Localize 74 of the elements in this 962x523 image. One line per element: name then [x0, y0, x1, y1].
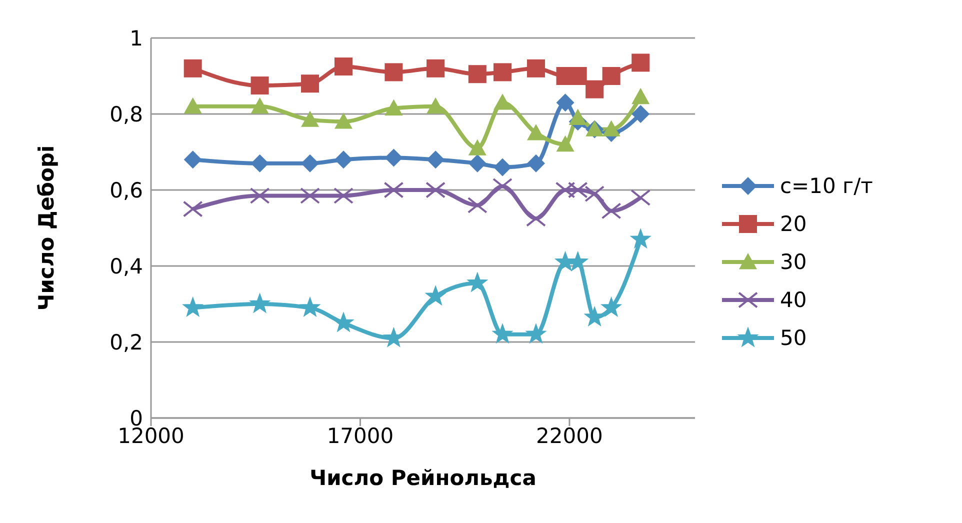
point	[601, 297, 622, 316]
y-tick-label: 0,8	[110, 102, 143, 126]
point	[467, 272, 488, 292]
point	[384, 182, 404, 198]
point	[468, 154, 486, 172]
legend-label: 30	[780, 250, 807, 274]
point	[526, 324, 546, 343]
legend-label: 40	[780, 288, 807, 312]
x-tick-label: 22000	[536, 424, 603, 448]
point	[526, 59, 545, 78]
point	[182, 297, 203, 316]
point	[426, 286, 446, 305]
point	[184, 59, 202, 78]
point	[184, 150, 202, 169]
point	[602, 67, 620, 85]
point	[468, 65, 486, 84]
point	[250, 154, 269, 172]
point	[334, 150, 352, 169]
point	[494, 94, 512, 110]
point	[492, 178, 513, 194]
point	[301, 74, 320, 93]
point	[526, 124, 545, 140]
point	[250, 294, 270, 313]
y-tick-label: 0,2	[110, 330, 143, 354]
point	[250, 97, 269, 114]
point	[602, 120, 620, 136]
point	[632, 88, 650, 104]
point	[630, 189, 651, 206]
point	[556, 135, 574, 152]
point	[250, 188, 270, 204]
point	[384, 63, 403, 82]
legend-label: c=10 г/т	[780, 174, 873, 198]
point	[426, 182, 446, 198]
point	[601, 202, 622, 220]
point	[184, 97, 202, 114]
point	[492, 324, 512, 343]
point	[334, 312, 354, 332]
legend-label: 50	[780, 326, 807, 350]
point	[526, 154, 545, 172]
point	[632, 54, 650, 72]
point	[300, 188, 320, 204]
y-tick-label: 0,4	[110, 254, 143, 278]
point	[526, 210, 546, 227]
x-axis-title: Число Рейнольдса	[310, 466, 536, 490]
point	[468, 139, 486, 156]
point	[334, 58, 352, 76]
x-tick-label: 17000	[326, 424, 394, 448]
point	[630, 229, 651, 248]
point	[584, 186, 605, 202]
point	[568, 182, 588, 198]
point	[568, 108, 587, 125]
point	[301, 110, 320, 127]
point	[250, 76, 269, 94]
point	[494, 63, 512, 82]
y-tick-label: 0,6	[110, 178, 143, 202]
legend-label: 20	[780, 212, 807, 236]
point	[555, 182, 576, 198]
point	[301, 154, 320, 172]
point	[182, 200, 203, 218]
point	[426, 150, 445, 169]
point	[467, 197, 488, 214]
point	[426, 59, 445, 78]
y-tick-label: 1	[130, 26, 143, 50]
point	[494, 158, 512, 176]
point	[556, 94, 574, 112]
point	[586, 80, 604, 98]
point	[426, 97, 445, 114]
point	[632, 105, 650, 123]
point	[334, 112, 352, 129]
point	[300, 297, 320, 316]
point	[384, 99, 403, 116]
point	[333, 188, 354, 204]
point	[384, 148, 403, 167]
y-axis-title: Число Деборі	[34, 145, 58, 311]
